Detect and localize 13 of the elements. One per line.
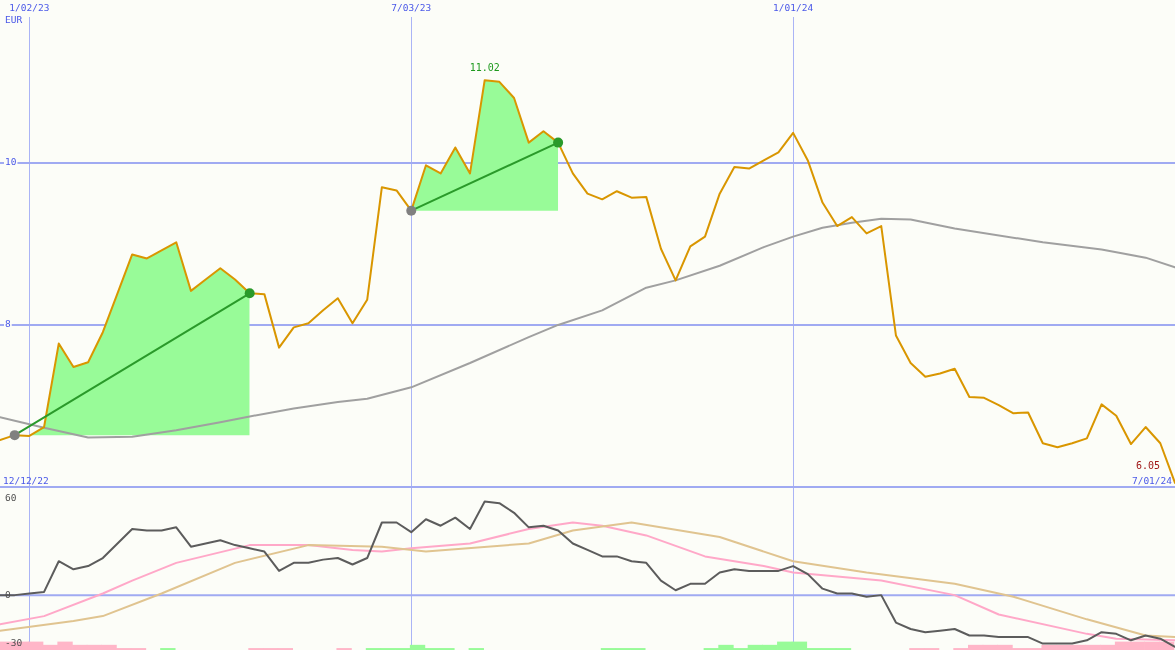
x-tick-label: 1/02/23 bbox=[9, 1, 50, 13]
x-tick-label: 7/03/23 bbox=[391, 1, 432, 13]
x-tick-label: 1/01/24 bbox=[773, 1, 814, 13]
y-tick-label: 0 bbox=[5, 588, 11, 600]
data-label: 11.02 bbox=[469, 61, 500, 73]
data-label: 6.05 bbox=[1135, 459, 1160, 471]
annotation: 7/01/24 bbox=[1131, 474, 1173, 486]
y-tick-label: -30 bbox=[5, 637, 23, 649]
y-tick-label: 10 bbox=[5, 156, 17, 168]
annotation: 12/12/22 bbox=[3, 474, 49, 486]
y-tick-label: 8 bbox=[5, 318, 11, 330]
y-tick-label: 60 bbox=[5, 491, 17, 503]
y-axis-title: EUR bbox=[5, 14, 23, 26]
